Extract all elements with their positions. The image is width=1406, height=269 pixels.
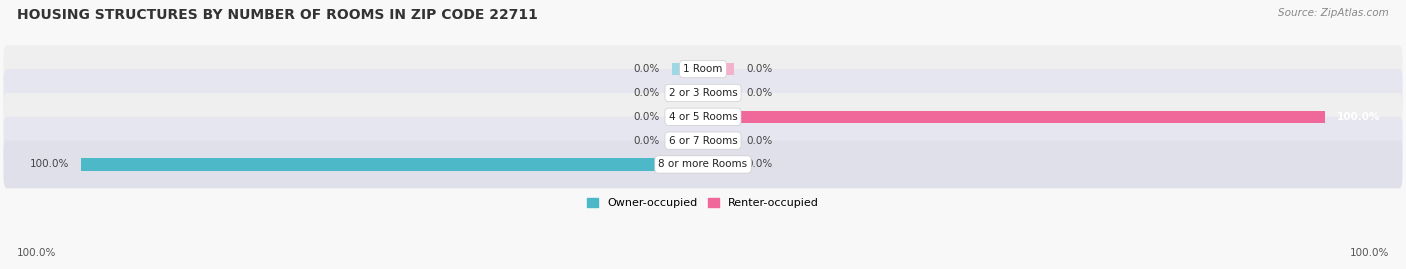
Bar xyxy=(672,63,703,75)
Text: 100.0%: 100.0% xyxy=(17,248,56,258)
Text: Source: ZipAtlas.com: Source: ZipAtlas.com xyxy=(1278,8,1389,18)
Text: 2 or 3 Rooms: 2 or 3 Rooms xyxy=(669,88,737,98)
Text: 0.0%: 0.0% xyxy=(747,136,773,146)
Bar xyxy=(703,134,734,147)
Bar xyxy=(82,158,703,171)
Text: 8 or more Rooms: 8 or more Rooms xyxy=(658,160,748,169)
Text: 100.0%: 100.0% xyxy=(30,160,69,169)
Text: 1 Room: 1 Room xyxy=(683,64,723,74)
FancyBboxPatch shape xyxy=(3,45,1403,93)
Text: 0.0%: 0.0% xyxy=(633,136,659,146)
Text: 0.0%: 0.0% xyxy=(633,88,659,98)
FancyBboxPatch shape xyxy=(3,93,1403,141)
Text: 0.0%: 0.0% xyxy=(747,64,773,74)
Text: 100.0%: 100.0% xyxy=(1337,112,1381,122)
Text: 100.0%: 100.0% xyxy=(1350,248,1389,258)
Text: 4 or 5 Rooms: 4 or 5 Rooms xyxy=(669,112,737,122)
Text: 0.0%: 0.0% xyxy=(747,160,773,169)
FancyBboxPatch shape xyxy=(3,141,1403,188)
Text: 0.0%: 0.0% xyxy=(747,88,773,98)
Bar xyxy=(672,134,703,147)
Legend: Owner-occupied, Renter-occupied: Owner-occupied, Renter-occupied xyxy=(582,193,824,213)
Text: 6 or 7 Rooms: 6 or 7 Rooms xyxy=(669,136,737,146)
Bar xyxy=(672,111,703,123)
Bar xyxy=(703,87,734,99)
Text: 0.0%: 0.0% xyxy=(633,64,659,74)
Bar xyxy=(672,87,703,99)
Bar xyxy=(703,63,734,75)
FancyBboxPatch shape xyxy=(3,117,1403,164)
Text: 0.0%: 0.0% xyxy=(633,112,659,122)
Text: HOUSING STRUCTURES BY NUMBER OF ROOMS IN ZIP CODE 22711: HOUSING STRUCTURES BY NUMBER OF ROOMS IN… xyxy=(17,8,537,22)
Bar xyxy=(703,158,734,171)
Bar xyxy=(703,111,1324,123)
FancyBboxPatch shape xyxy=(3,69,1403,117)
